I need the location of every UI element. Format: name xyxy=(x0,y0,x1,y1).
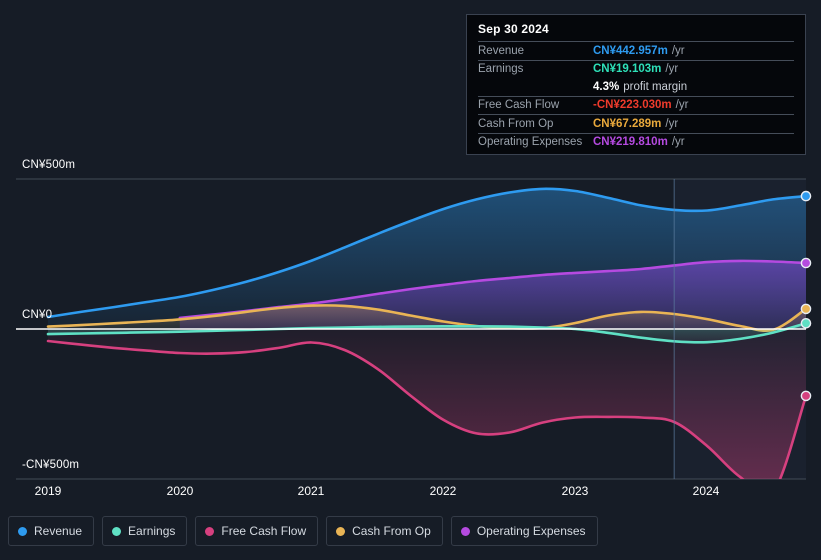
legend-dot-operating-expenses-icon xyxy=(460,526,470,536)
x-tick-2023: 2023 xyxy=(561,484,589,498)
legend-item-free-cash-flow[interactable]: Free Cash Flow xyxy=(195,516,319,546)
tooltip-row-free-cash-flow: Free Cash Flow -CN¥223.030m /yr xyxy=(478,95,794,115)
tooltip-label-free-cash-flow: Free Cash Flow xyxy=(478,99,560,112)
legend-label-revenue: Revenue xyxy=(34,524,83,538)
tooltip-row-operating-expenses: Operating Expenses CN¥219.810m /yr xyxy=(478,132,794,152)
tooltip-value-cash-from-op: CN¥67.289m xyxy=(593,117,662,130)
series-group xyxy=(46,187,806,479)
tooltip-unit-revenue: /yr xyxy=(671,44,685,57)
tooltip-label-operating-expenses: Operating Expenses xyxy=(478,136,583,149)
legend-label-operating-expenses: Operating Expenses xyxy=(476,524,586,538)
tooltip-row-earnings: Earnings CN¥19.103m /yr xyxy=(478,59,794,79)
tooltip-unit-operating-expenses: /yr xyxy=(671,136,685,149)
y-axis-label-bottom: -CN¥500m xyxy=(22,459,80,471)
series-line-cash-from-op xyxy=(46,304,806,333)
tooltip-row-revenue: Revenue CN¥442.957m /yr xyxy=(478,41,794,60)
x-tick-2024: 2024 xyxy=(692,484,720,498)
tooltip-label-revenue: Revenue xyxy=(478,44,525,57)
tooltip-value-earnings: CN¥19.103m xyxy=(593,63,662,76)
x-tick-2020: 2020 xyxy=(166,484,194,498)
tooltip-unit-earnings: /yr xyxy=(665,63,679,76)
endpoint-marker-operating-expenses xyxy=(800,257,812,269)
endpoint-marker-free-cash-flow xyxy=(800,390,812,402)
tooltip-row-cash-from-op: Cash From Op CN¥67.289m /yr xyxy=(478,114,794,133)
legend-label-earnings: Earnings xyxy=(128,524,176,538)
chart-legend: Revenue Earnings Free Cash Flow Cash Fro… xyxy=(8,516,598,546)
tooltip-value-free-cash-flow: -CN¥223.030m xyxy=(593,99,672,112)
tooltip-label-earnings: Earnings xyxy=(478,63,524,76)
endpoint-marker-earnings xyxy=(800,317,812,329)
y-axis-label-zero: CN¥0 xyxy=(22,309,53,321)
series-area-cash-from-op xyxy=(48,305,806,331)
legend-item-cash-from-op[interactable]: Cash From Op xyxy=(326,516,443,546)
y-axis-label-top: CN¥500m xyxy=(22,159,76,171)
tooltip-unit-profit-margin: profit margin xyxy=(623,80,688,93)
legend-item-earnings[interactable]: Earnings xyxy=(102,516,188,546)
tooltip-value-operating-expenses: CN¥219.810m xyxy=(593,136,668,149)
endpoint-marker-cash-from-op xyxy=(800,303,812,315)
series-area-free-cash-flow xyxy=(48,329,806,479)
tooltip-label-cash-from-op: Cash From Op xyxy=(478,117,554,130)
legend-item-operating-expenses[interactable]: Operating Expenses xyxy=(450,516,598,546)
tooltip-row-profit-margin: 4.3% profit margin xyxy=(478,78,794,96)
endpoint-marker-revenue xyxy=(800,190,812,202)
legend-label-cash-from-op: Cash From Op xyxy=(352,524,431,538)
tooltip-value-profit-margin: 4.3% xyxy=(593,80,620,93)
legend-dot-free-cash-flow-icon xyxy=(205,526,215,536)
legend-dot-earnings-icon xyxy=(112,526,122,536)
series-line-earnings xyxy=(46,322,806,344)
tooltip-unit-cash-from-op: /yr xyxy=(665,117,679,130)
x-tick-2019: 2019 xyxy=(34,484,62,498)
data-tooltip: Sep 30 2024 Revenue CN¥442.957m /yr Earn… xyxy=(466,14,806,155)
x-tick-2022: 2022 xyxy=(429,484,457,498)
tooltip-value-revenue: CN¥442.957m xyxy=(593,44,668,57)
legend-dot-cash-from-op-icon xyxy=(336,526,346,536)
legend-item-revenue[interactable]: Revenue xyxy=(8,516,95,546)
legend-dot-revenue-icon xyxy=(18,526,27,536)
legend-label-free-cash-flow: Free Cash Flow xyxy=(221,524,307,538)
series-endpoint-markers xyxy=(800,190,812,402)
tooltip-unit-free-cash-flow: /yr xyxy=(675,99,689,112)
series-line-revenue xyxy=(46,187,806,319)
x-tick-2021: 2021 xyxy=(297,484,325,498)
tooltip-date: Sep 30 2024 xyxy=(478,22,549,36)
series-line-free-cash-flow xyxy=(46,339,806,479)
